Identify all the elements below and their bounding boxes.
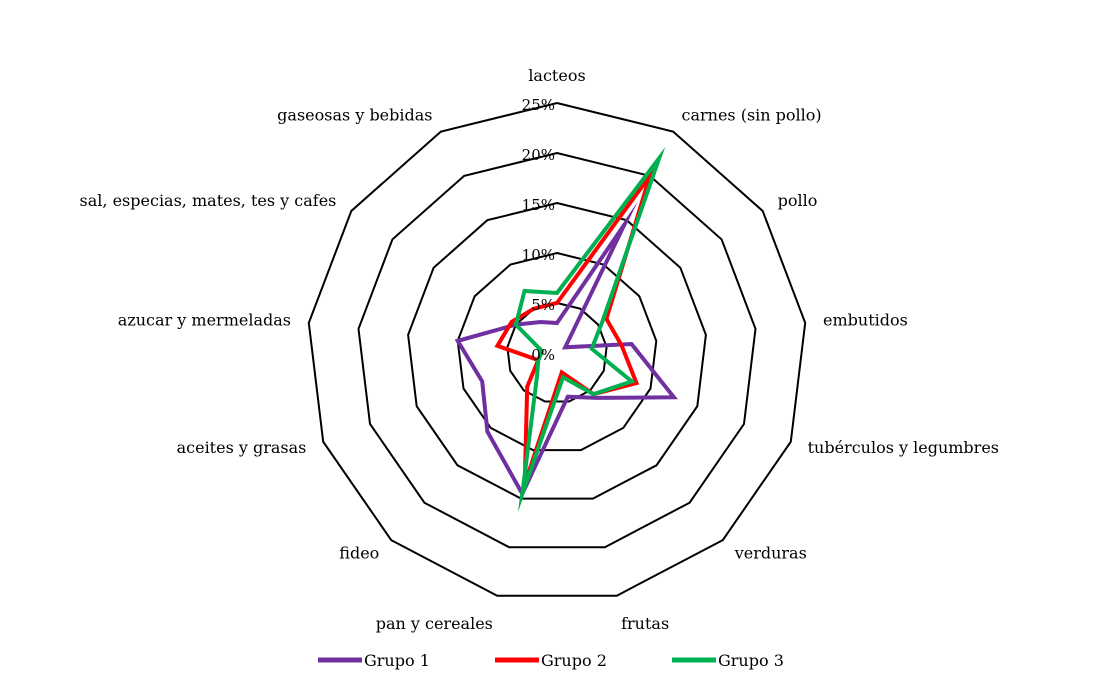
legend-label-3: Grupo 3 (718, 651, 784, 670)
tick-label-15: 15% (522, 196, 555, 214)
grid-ring-15 (407, 201, 707, 500)
grid-ring-20 (357, 151, 757, 549)
grid (307, 101, 807, 597)
category-labels: lacteos carnes (sin pollo) pollo embutidos t… (80, 66, 999, 633)
category-label-3: pollo (778, 191, 818, 210)
legend: Grupo 1 Grupo 2 Grupo 3 (318, 651, 784, 670)
category-label-9: fideo (339, 544, 379, 563)
legend-label-2: Grupo 2 (541, 651, 607, 670)
grid-ring-25 (307, 101, 807, 597)
category-label-1: lacteos (528, 66, 585, 85)
category-label-10: aceites y grasas (177, 438, 307, 457)
tick-label-20: 20% (522, 146, 555, 164)
tick-labels: 0% 5% 10% 15% 20% 25% (522, 96, 555, 364)
legend-label-1: Grupo 1 (364, 651, 430, 670)
category-label-13: gaseosas y bebidas (277, 106, 432, 125)
tick-label-5: 5% (531, 296, 555, 314)
category-label-8: pan y cereales (376, 614, 493, 633)
category-label-2: carnes (sin pollo) (682, 106, 822, 125)
series-line-3 (513, 146, 666, 513)
series (454, 146, 679, 513)
grid-ring-10 (456, 251, 658, 452)
series-line-1 (454, 201, 679, 499)
category-label-12: sal, especias, mates, tes y cafes (80, 191, 337, 210)
category-label-4: embutidos (823, 311, 908, 330)
category-label-6: verduras (734, 544, 807, 563)
category-label-5: tubérculos y legumbres (808, 438, 999, 457)
tick-label-25: 25% (522, 96, 555, 114)
category-label-11: azucar y mermeladas (118, 311, 291, 330)
category-label-7: frutas (621, 614, 669, 633)
tick-label-10: 10% (522, 246, 555, 264)
tick-label-0: 0% (531, 346, 555, 364)
